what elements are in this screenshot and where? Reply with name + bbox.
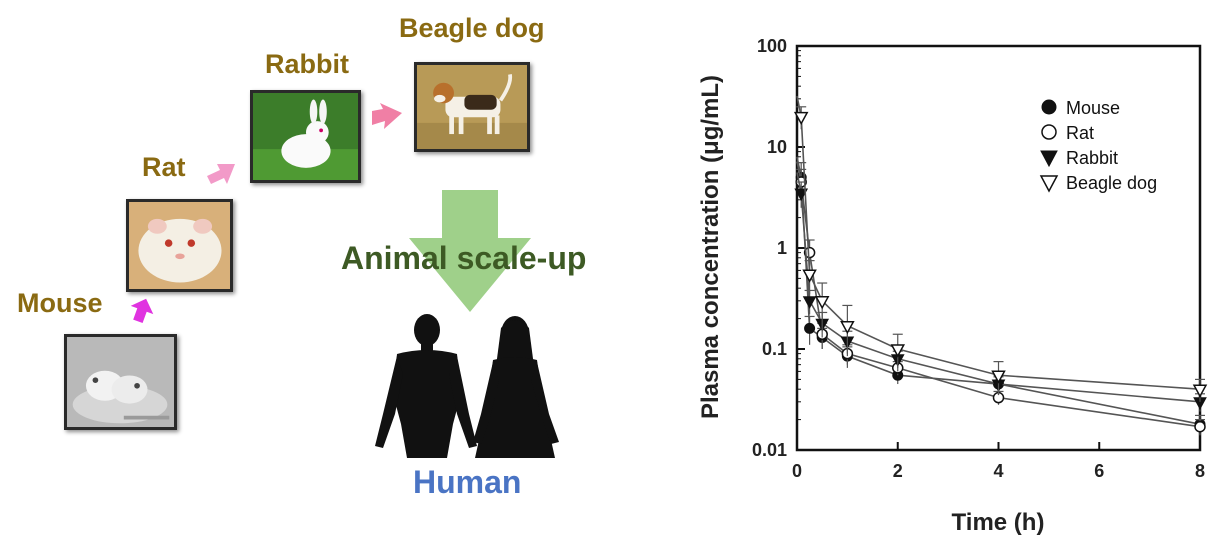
y-tick-label: 1 — [777, 238, 787, 258]
y-axis-title: Plasma concentration (μg/mL) — [697, 75, 724, 419]
marker-filled-circle — [804, 322, 816, 334]
label-rabbit: Rabbit — [265, 49, 349, 79]
marker-open-circle — [1041, 124, 1057, 140]
series-line — [796, 172, 1201, 403]
x-tick-label: 8 — [1195, 461, 1205, 481]
marker-open-triangle — [840, 320, 855, 335]
x-tick-label: 4 — [993, 461, 1003, 481]
x-tick-label: 0 — [792, 461, 802, 481]
scale-up-arrow — [409, 190, 531, 312]
label-beagle-dog: Beagle dog — [399, 13, 545, 43]
arrow-mouse-to-rat — [130, 298, 154, 323]
legend-label: Mouse — [1066, 98, 1120, 118]
label-rat: Rat — [142, 152, 186, 182]
legend-label: Rabbit — [1066, 148, 1118, 168]
arrow-rabbit-to-beagle — [372, 103, 402, 129]
arrow-rat-to-rabbit — [207, 164, 235, 184]
y-tick-label: 0.01 — [752, 440, 787, 460]
marker-open-triangle — [793, 111, 809, 126]
human-label: Human — [413, 464, 522, 500]
marker-open-triangle — [814, 296, 830, 310]
mouse-photo — [64, 334, 177, 430]
marker-filled-circle — [1041, 99, 1057, 115]
y-tick-label: 10 — [767, 137, 787, 157]
marker-open-triangle — [1039, 175, 1059, 193]
series-beagle-dog — [793, 95, 1208, 402]
label-mouse: Mouse — [17, 288, 103, 318]
marker-open-triangle — [1192, 384, 1208, 398]
animal-scale-up-label: Animal scale-up — [341, 240, 587, 276]
human-silhouette-icon — [375, 314, 559, 458]
y-tick-label: 0.1 — [762, 339, 787, 359]
x-tick-label: 2 — [893, 461, 903, 481]
x-tick-label: 6 — [1094, 461, 1104, 481]
rat-photo — [126, 199, 233, 292]
series-line — [796, 95, 1201, 390]
marker-filled-triangle — [802, 296, 817, 309]
series-rat — [795, 161, 1206, 436]
rabbit-photo — [250, 90, 361, 183]
marker-filled-triangle — [1040, 150, 1058, 168]
marker-open-triangle — [890, 344, 906, 358]
pk-chart: 0.01 0.1 1 10 100 0 2 4 6 8 Mouse Rat Rabbit Beagle… — [697, 36, 1208, 536]
marker-open-triangle — [991, 370, 1006, 384]
marker-open-circle — [1194, 420, 1206, 433]
y-tick-label: 100 — [757, 36, 787, 56]
beagle-dog-photo — [414, 62, 530, 152]
x-axis-title: Time (h) — [952, 509, 1045, 536]
marker-open-circle — [803, 246, 816, 259]
marker-filled-triangle — [794, 188, 809, 202]
legend-label: Beagle dog — [1066, 173, 1157, 193]
marker-open-triangle — [802, 269, 817, 283]
legend-label: Rat — [1066, 123, 1094, 143]
